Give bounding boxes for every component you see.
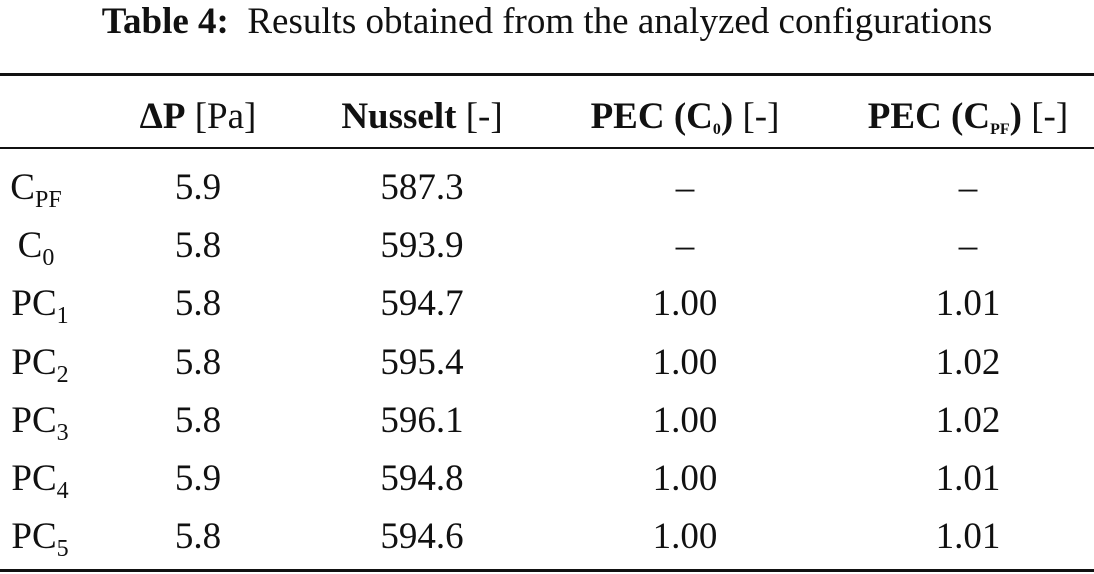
header-text: ΔP bbox=[139, 96, 186, 137]
label-base: PC bbox=[11, 458, 57, 499]
row-label: PC3 bbox=[11, 399, 68, 445]
header-text: PEC (C bbox=[867, 96, 991, 137]
header-unit: [Pa] bbox=[194, 96, 257, 137]
header-unit: [-] bbox=[1031, 96, 1069, 137]
header-text: ) bbox=[1009, 96, 1022, 137]
row-label: PC4 bbox=[11, 458, 68, 504]
table-cell: 1.01 bbox=[935, 283, 1001, 325]
table-cell: 5.8 bbox=[174, 341, 222, 383]
table-cell: 1.02 bbox=[935, 399, 1001, 441]
label-sub: 0 bbox=[42, 245, 55, 272]
label-sub: 3 bbox=[56, 419, 69, 446]
label-sub: 2 bbox=[56, 361, 69, 388]
table-cell: 594.6 bbox=[380, 516, 464, 558]
header-sub: PF bbox=[990, 121, 1010, 138]
header-text: PEC (C bbox=[590, 96, 713, 137]
table-cell: 1.00 bbox=[652, 399, 718, 441]
table-cell: 1.00 bbox=[652, 516, 718, 558]
header-unit: [-] bbox=[742, 96, 780, 137]
label-base: C bbox=[17, 225, 43, 267]
header-cell: ΔP [Pa] bbox=[140, 97, 257, 137]
label-base: PC bbox=[11, 399, 57, 441]
table-cell: 1.00 bbox=[652, 341, 718, 383]
table-cell: 5.8 bbox=[174, 225, 222, 267]
label-base: C bbox=[10, 167, 35, 208]
table-cell: 596.1 bbox=[380, 399, 464, 441]
mid-rule bbox=[0, 147, 1094, 149]
header-text: ) bbox=[720, 96, 734, 137]
header-text: Nusselt bbox=[341, 96, 457, 137]
label-sub: 5 bbox=[56, 536, 69, 563]
header-cell: Nusselt [-] bbox=[341, 97, 502, 137]
caption-text: Results obtained from the analyzed confi… bbox=[247, 1, 993, 42]
table-cell: 594.8 bbox=[380, 458, 464, 499]
table-cell: 587.3 bbox=[380, 167, 464, 208]
table-cell: 5.8 bbox=[174, 399, 222, 441]
header-sub: 0 bbox=[712, 121, 721, 138]
label-base: PC bbox=[11, 341, 57, 383]
row-label: PC1 bbox=[11, 283, 68, 329]
header-unit: [-] bbox=[465, 96, 503, 137]
table-cell: – bbox=[958, 167, 978, 208]
header-cell: PEC (C0) [-] bbox=[590, 96, 780, 138]
row-label: C0 bbox=[17, 225, 55, 271]
table-cell: 595.4 bbox=[380, 341, 464, 383]
table-cell: 1.00 bbox=[652, 458, 718, 499]
table-cell: 5.9 bbox=[174, 458, 222, 499]
table-cell: 1.00 bbox=[652, 283, 718, 325]
table-cell: – bbox=[675, 167, 695, 208]
caption: Table 4: Results obtained from the analy… bbox=[0, 0, 1094, 44]
row-label: CPF bbox=[10, 167, 61, 213]
header-cell: PEC (CPF) [-] bbox=[867, 96, 1069, 138]
label-base: PC bbox=[11, 283, 57, 325]
table-cell: – bbox=[958, 225, 978, 267]
table-cell: 5.8 bbox=[174, 516, 222, 558]
top-rule bbox=[0, 73, 1094, 76]
label-sub: 1 bbox=[56, 303, 69, 330]
table-cell: 1.01 bbox=[935, 458, 1001, 499]
row-label: PC2 bbox=[11, 341, 68, 387]
table-cell: – bbox=[675, 225, 695, 267]
table-cell: 5.9 bbox=[174, 167, 222, 208]
label-sub: PF bbox=[34, 187, 62, 213]
table-cell: 593.9 bbox=[380, 225, 464, 267]
table-cell: 5.8 bbox=[174, 283, 222, 325]
caption-label: Table 4: bbox=[101, 1, 229, 42]
row-label: PC5 bbox=[11, 516, 68, 562]
label-sub: 4 bbox=[56, 478, 69, 504]
table-cell: 1.02 bbox=[935, 341, 1001, 383]
table-cell: 1.01 bbox=[935, 516, 1001, 558]
table-cell: 594.7 bbox=[380, 283, 464, 325]
bottom-rule bbox=[0, 569, 1094, 572]
label-base: PC bbox=[11, 516, 57, 558]
